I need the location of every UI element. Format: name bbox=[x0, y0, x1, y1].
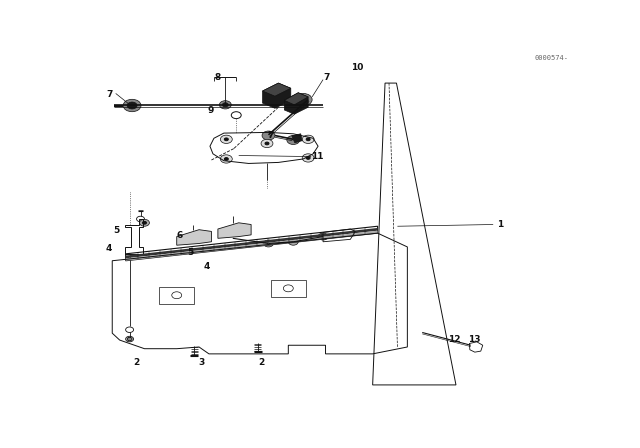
Text: 3: 3 bbox=[198, 358, 205, 367]
Text: 11: 11 bbox=[311, 152, 323, 161]
Text: 0000574-: 0000574- bbox=[534, 56, 568, 61]
Polygon shape bbox=[262, 83, 291, 108]
Polygon shape bbox=[292, 134, 302, 143]
Circle shape bbox=[140, 220, 150, 226]
Circle shape bbox=[287, 135, 300, 145]
Text: 12: 12 bbox=[448, 335, 461, 344]
Circle shape bbox=[127, 337, 132, 341]
Text: 9: 9 bbox=[207, 106, 214, 115]
Circle shape bbox=[262, 131, 275, 140]
Text: 7: 7 bbox=[268, 131, 274, 140]
Circle shape bbox=[191, 235, 195, 238]
Text: 7: 7 bbox=[107, 90, 113, 99]
Circle shape bbox=[300, 97, 307, 103]
Circle shape bbox=[302, 154, 314, 162]
Circle shape bbox=[261, 139, 273, 147]
Circle shape bbox=[225, 138, 228, 141]
Text: 8: 8 bbox=[215, 73, 221, 82]
Text: 4: 4 bbox=[204, 263, 210, 271]
Circle shape bbox=[127, 102, 137, 109]
Text: 4: 4 bbox=[106, 244, 112, 253]
Circle shape bbox=[302, 135, 314, 143]
Text: 10: 10 bbox=[351, 63, 363, 72]
Circle shape bbox=[231, 229, 235, 232]
Circle shape bbox=[220, 135, 232, 143]
Circle shape bbox=[294, 94, 312, 106]
Polygon shape bbox=[218, 223, 251, 238]
Text: 1: 1 bbox=[497, 220, 504, 229]
Circle shape bbox=[228, 227, 237, 234]
Circle shape bbox=[306, 156, 310, 159]
Circle shape bbox=[306, 138, 310, 141]
Polygon shape bbox=[284, 93, 308, 105]
Polygon shape bbox=[177, 230, 211, 245]
Text: 5: 5 bbox=[113, 226, 119, 235]
Text: 5: 5 bbox=[187, 248, 193, 257]
Circle shape bbox=[225, 158, 228, 160]
Text: 13: 13 bbox=[468, 335, 481, 344]
Circle shape bbox=[123, 99, 141, 112]
Circle shape bbox=[143, 221, 147, 224]
Circle shape bbox=[188, 233, 198, 240]
Text: 7: 7 bbox=[323, 73, 330, 82]
Circle shape bbox=[318, 233, 328, 240]
Circle shape bbox=[220, 101, 231, 109]
Text: 2: 2 bbox=[258, 358, 264, 367]
Polygon shape bbox=[125, 231, 378, 261]
Circle shape bbox=[288, 238, 298, 245]
Circle shape bbox=[265, 142, 269, 145]
Circle shape bbox=[264, 240, 273, 247]
Polygon shape bbox=[125, 228, 378, 258]
Circle shape bbox=[220, 155, 232, 163]
Polygon shape bbox=[262, 83, 291, 96]
Circle shape bbox=[222, 103, 228, 107]
Polygon shape bbox=[284, 93, 308, 114]
Text: 6: 6 bbox=[176, 231, 182, 240]
Text: 2: 2 bbox=[133, 358, 139, 367]
